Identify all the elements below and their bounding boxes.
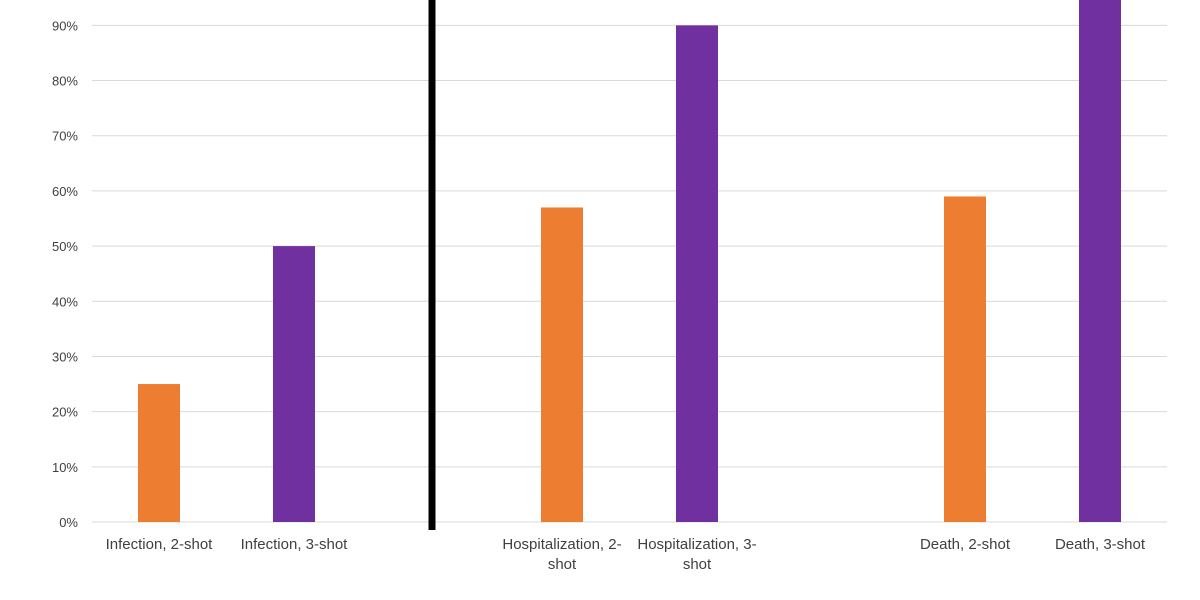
y-tick-label: 80% — [52, 74, 78, 89]
x-axis-category-labels: Infection, 2-shot Infection, 3-shot Hospit… — [106, 536, 1146, 573]
x-category-label-line: Hospitalization, 2- — [502, 536, 621, 553]
bar — [138, 384, 180, 522]
x-category-label-line: shot — [548, 556, 577, 573]
y-tick-label: 70% — [52, 129, 78, 144]
bar — [676, 25, 718, 522]
y-tick-label: 0% — [59, 515, 78, 530]
y-tick-label: 30% — [52, 349, 78, 364]
x-category-label: Infection, 2-shot — [106, 536, 214, 553]
x-category-label-line: shot — [683, 556, 712, 573]
y-tick-label: 60% — [52, 184, 78, 199]
x-category-label: Hospitalization, 2- shot — [502, 536, 621, 573]
y-axis-tick-labels: 0% 10% 20% 30% 40% 50% 60% 70% 80% 90% — [52, 18, 78, 530]
x-category-label-line: Infection, 3-shot — [241, 536, 349, 553]
bar — [273, 246, 315, 522]
x-category-label: Hospitalization, 3- shot — [637, 536, 756, 573]
y-tick-label: 10% — [52, 460, 78, 475]
gridlines — [92, 24, 1167, 523]
x-category-label-line: Death, 3-shot — [1055, 536, 1146, 553]
y-tick-label: 90% — [52, 18, 78, 33]
bar — [541, 207, 583, 522]
y-tick-label: 50% — [52, 239, 78, 254]
y-tick-label: 20% — [52, 405, 78, 420]
x-category-label-line: Death, 2-shot — [920, 536, 1011, 553]
bar — [1079, 0, 1121, 522]
x-category-label: Death, 3-shot — [1055, 536, 1146, 553]
x-category-label: Infection, 3-shot — [241, 536, 349, 553]
x-category-label: Death, 2-shot — [920, 536, 1011, 553]
y-tick-label: 40% — [52, 294, 78, 309]
bar — [944, 196, 986, 523]
x-category-label-line: Infection, 2-shot — [106, 536, 214, 553]
x-category-label-line: Hospitalization, 3- — [637, 536, 756, 553]
bars — [138, 0, 1121, 523]
